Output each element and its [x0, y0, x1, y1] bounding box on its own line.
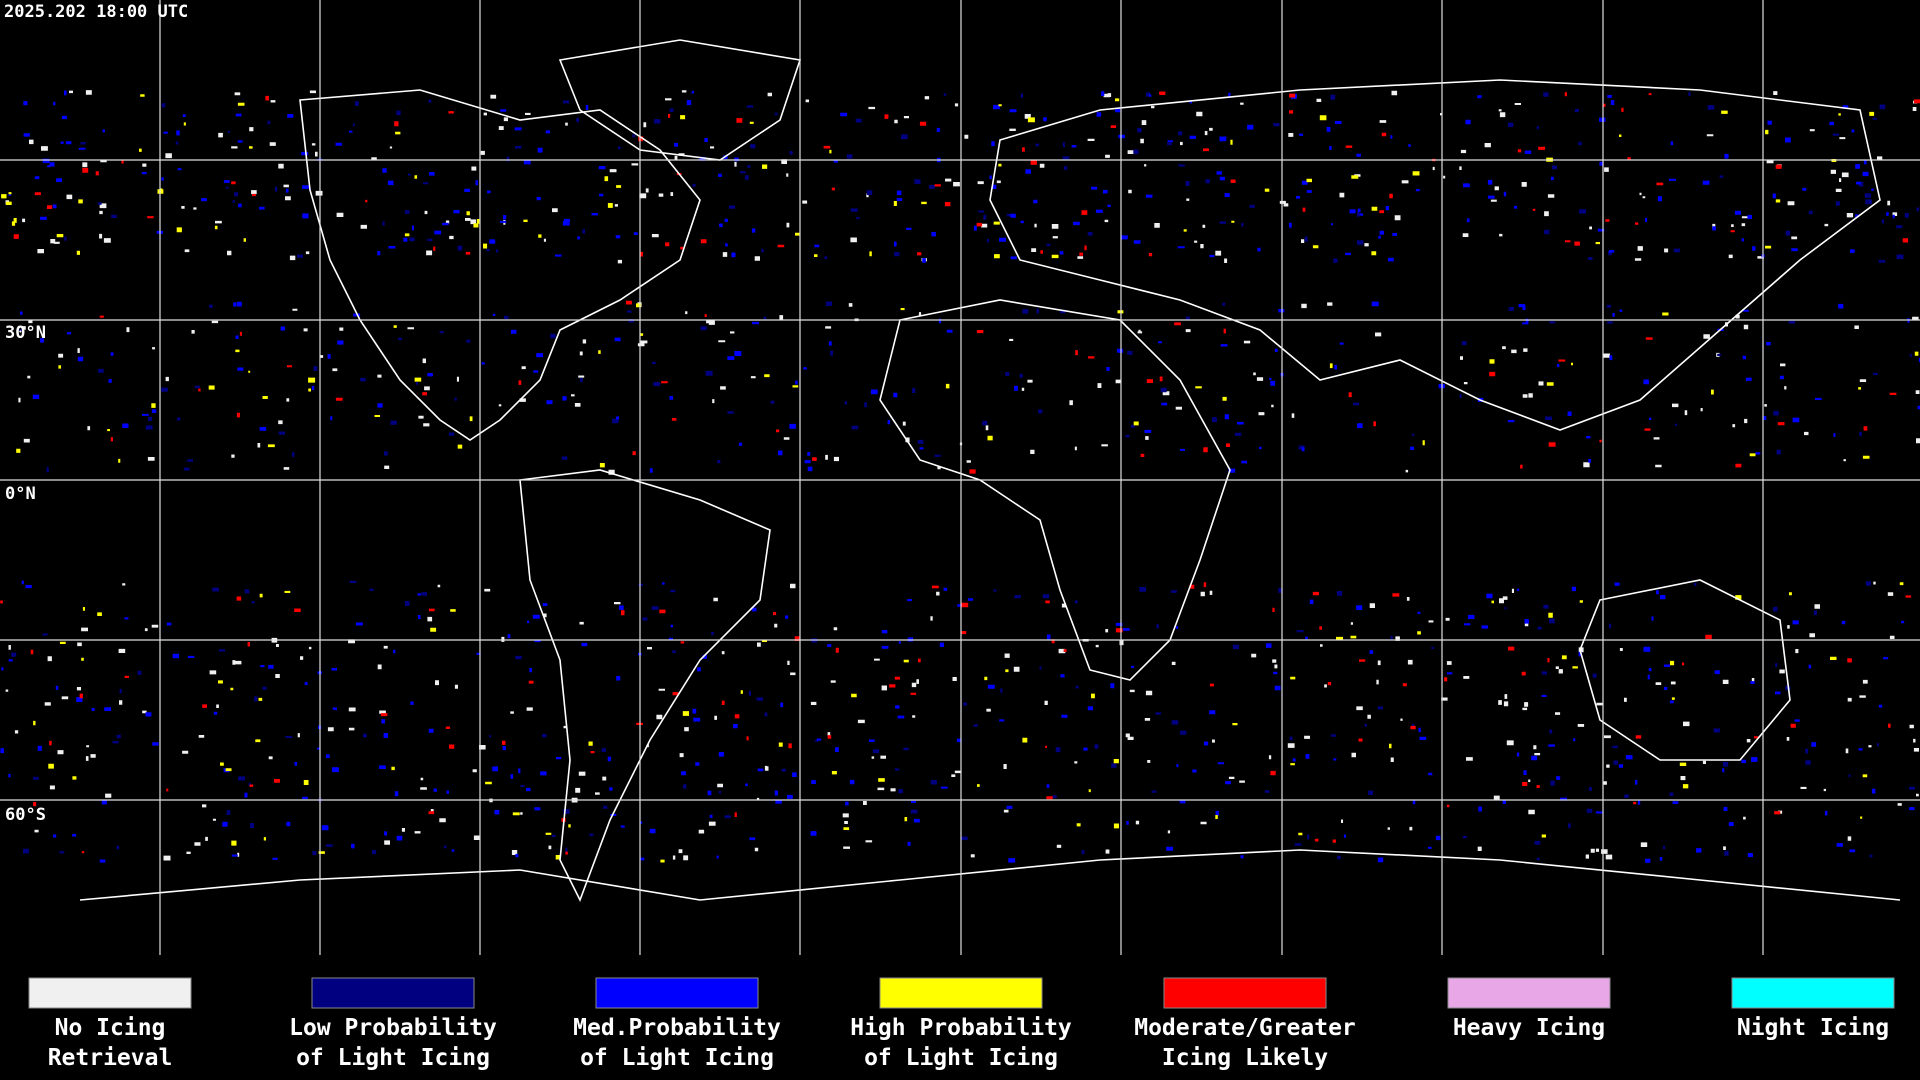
latitude-label: 30°N — [5, 323, 46, 343]
legend-swatch — [1731, 977, 1895, 1009]
legend-swatch — [595, 977, 759, 1009]
africa — [879, 299, 1231, 681]
graticule — [0, 0, 1920, 955]
legend-label: Moderate/Greater — [1134, 1015, 1356, 1041]
australia — [1579, 579, 1791, 761]
timestamp: 2025.202 18:00 UTC — [4, 2, 188, 22]
eurasia — [989, 79, 1881, 431]
legend-label: Retrieval — [48, 1045, 173, 1071]
legend-swatch — [879, 977, 1043, 1009]
legend-label: High Probability — [850, 1015, 1072, 1041]
legend-swatch — [1163, 977, 1327, 1009]
legend-swatch — [28, 977, 192, 1009]
coastlines — [79, 39, 1901, 902]
legend-label: Low Probability — [289, 1015, 497, 1041]
legend-label: of Light Icing — [296, 1045, 490, 1071]
legend-swatch — [1447, 977, 1611, 1009]
legend-label: No Icing — [55, 1015, 166, 1041]
legend-swatch — [311, 977, 475, 1009]
north-america — [299, 89, 701, 441]
antarctica — [79, 849, 1901, 901]
legend-label: of Light Icing — [580, 1045, 774, 1071]
legend: No Icing Retrieval Low Probability of Light… — [28, 977, 1895, 1071]
south-america — [519, 469, 771, 902]
latitude-label: 0°N — [5, 484, 36, 504]
legend-label: Night Icing — [1737, 1015, 1889, 1041]
legend-label: of Light Icing — [864, 1045, 1058, 1071]
legend-label: Icing Likely — [1162, 1045, 1328, 1071]
legend-label: Heavy Icing — [1453, 1015, 1605, 1041]
latitude-label: 60°S — [5, 805, 46, 825]
legend-label: Med.Probability — [573, 1015, 781, 1041]
greenland — [558, 39, 802, 161]
